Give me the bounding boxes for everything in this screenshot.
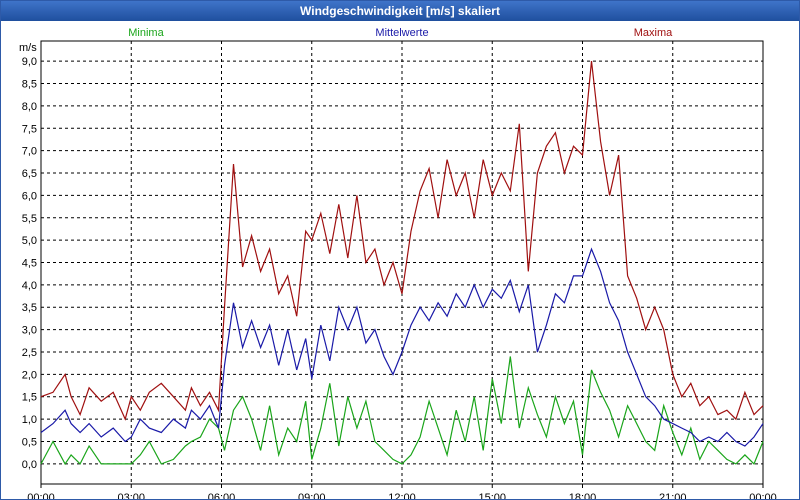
x-tick-time: 12:00 bbox=[388, 492, 416, 499]
y-tick-label: 9,0 bbox=[22, 56, 37, 68]
y-tick-label: 4,5 bbox=[22, 258, 37, 270]
series-line-mittelwerte bbox=[40, 247, 764, 447]
y-tick-label: 7,5 bbox=[22, 123, 37, 135]
series-line-maxima bbox=[40, 61, 764, 421]
y-tick-label: 3,5 bbox=[22, 302, 37, 314]
legend-minima: Minima bbox=[128, 27, 164, 39]
series-lines bbox=[40, 61, 764, 466]
x-tick-time: 06:00 bbox=[208, 492, 236, 499]
x-axis-ticks: 00:0006.07.1803:0006.07.1806:0006.07.180… bbox=[27, 484, 777, 499]
y-tick-label: 5,0 bbox=[22, 235, 37, 247]
x-tick-time: 21:00 bbox=[659, 492, 687, 499]
x-tick-time: 15:00 bbox=[478, 492, 506, 499]
x-tick-time: 18:00 bbox=[569, 492, 597, 499]
legend-maxima: Maxima bbox=[634, 27, 673, 39]
x-tick-time: 00:00 bbox=[27, 492, 55, 499]
y-tick-label: 0,5 bbox=[22, 436, 37, 448]
y-tick-label: 7,0 bbox=[22, 146, 37, 158]
window-title: Windgeschwindigkeit [m/s] skaliert bbox=[1, 1, 799, 21]
y-tick-label: 8,5 bbox=[22, 79, 37, 91]
x-tick-time: 09:00 bbox=[298, 492, 326, 499]
y-tick-label: 6,0 bbox=[22, 190, 37, 202]
y-tick-label: 4,0 bbox=[22, 280, 37, 292]
y-tick-label: 6,5 bbox=[22, 168, 37, 180]
wind-speed-chart: 0,0 0,5 1,0 1,5 2,0 2,5 3,0 3,5 4,0 4,5 5,0 5,5 6,0 6… bbox=[19, 27, 777, 499]
y-tick-label: 0,0 bbox=[22, 459, 37, 471]
y-axis-ticks: 0,0 0,5 1,0 1,5 2,0 2,5 3,0 3,5 4,0 4,5 5,0 5,5 6,0 6… bbox=[22, 56, 37, 471]
y-tick-label: 1,0 bbox=[22, 414, 37, 426]
grid-lines bbox=[41, 41, 763, 484]
legend-mittelwerte: Mittelwerte bbox=[375, 27, 428, 39]
y-axis-label: m/s bbox=[19, 42, 37, 54]
y-tick-label: 2,5 bbox=[22, 347, 37, 359]
y-tick-label: 3,0 bbox=[22, 325, 37, 337]
y-tick-label: 8,0 bbox=[22, 101, 37, 113]
series-line-minima bbox=[40, 356, 764, 466]
x-tick-time: 03:00 bbox=[117, 492, 145, 499]
y-tick-label: 1,5 bbox=[22, 392, 37, 404]
x-tick-time: 00:00 bbox=[749, 492, 777, 499]
y-tick-label: 5,5 bbox=[22, 213, 37, 225]
y-tick-label: 2,0 bbox=[22, 369, 37, 381]
legend: Minima Mittelwerte Maxima bbox=[128, 27, 673, 39]
